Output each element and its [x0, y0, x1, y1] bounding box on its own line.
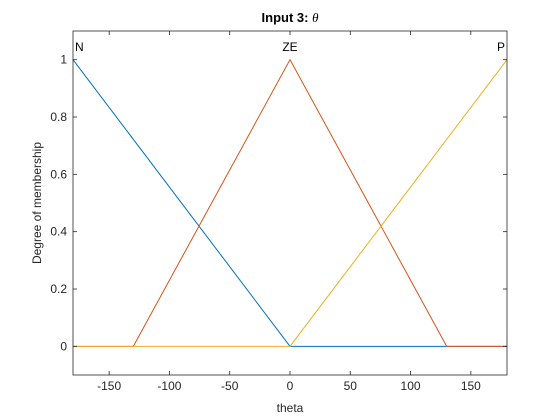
- y-tick-label: 0.6: [50, 167, 67, 181]
- y-tick-label: 0.8: [50, 110, 67, 124]
- series-line-p: [73, 59, 508, 347]
- x-tick-label: -100: [157, 379, 181, 393]
- y-axis-label: Degree of membership: [30, 142, 44, 264]
- y-tick-label: 0.2: [50, 282, 67, 296]
- membership-label-n: N: [75, 40, 84, 54]
- x-tick-label: 100: [401, 379, 421, 393]
- plot-area: [73, 31, 507, 375]
- chart-title-text: Input 3:: [262, 10, 313, 25]
- x-tick-label: 150: [461, 379, 481, 393]
- chart-title-symbol: θ: [312, 10, 319, 25]
- y-tick-label: 0.4: [50, 225, 67, 239]
- labels-layer: N ZE P: [75, 40, 505, 54]
- chart-title: Input 3: θ: [262, 10, 320, 25]
- plot-background: [73, 31, 507, 375]
- axes-layer: -150 -100 -50 0 50 100 150 0 0.2 0.4 0.6 0.8 1: [50, 30, 508, 393]
- series-layer: [72, 58, 508, 347]
- membership-label-p: P: [497, 40, 505, 54]
- membership-label-ze: ZE: [282, 40, 297, 54]
- x-tick-label: -150: [97, 379, 121, 393]
- x-tick-label: 0: [287, 379, 294, 393]
- x-tick-label: 50: [344, 379, 358, 393]
- y-tick-label: 0: [60, 339, 67, 353]
- y-tick-label: 1: [60, 53, 67, 67]
- x-axis-label: theta: [277, 401, 304, 415]
- x-tick-label: -50: [221, 379, 239, 393]
